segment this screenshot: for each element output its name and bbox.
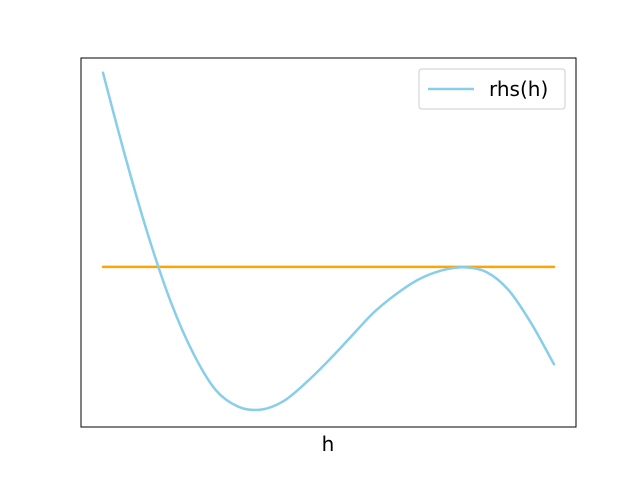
series-line-rhs: [101, 71, 556, 412]
legend-box: [418, 68, 566, 110]
plot-area: [80, 57, 577, 428]
legend-label-rhs: rhs(h): [489, 77, 548, 101]
x-axis-label: h: [322, 432, 335, 456]
legend: rhs(h): [418, 68, 566, 110]
series-layer: [101, 71, 556, 412]
